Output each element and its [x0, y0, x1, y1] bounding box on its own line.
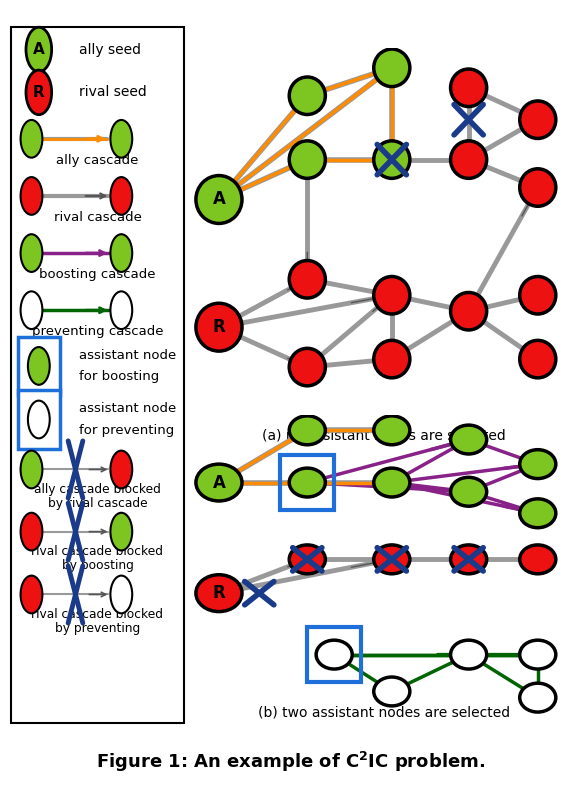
- Text: rival cascade blocked: rival cascade blocked: [31, 545, 164, 558]
- Circle shape: [520, 683, 556, 712]
- Text: R: R: [33, 85, 45, 100]
- Text: A: A: [212, 473, 225, 492]
- Circle shape: [450, 640, 487, 669]
- Ellipse shape: [20, 513, 42, 551]
- Circle shape: [374, 545, 410, 574]
- Text: ally cascade: ally cascade: [56, 154, 139, 167]
- Text: R: R: [212, 584, 225, 602]
- Ellipse shape: [111, 120, 132, 158]
- Circle shape: [374, 276, 410, 314]
- Circle shape: [196, 176, 242, 223]
- Circle shape: [374, 677, 410, 706]
- FancyBboxPatch shape: [18, 337, 59, 395]
- Circle shape: [520, 640, 556, 669]
- Text: preventing cascade: preventing cascade: [32, 325, 163, 338]
- Circle shape: [196, 303, 242, 351]
- Ellipse shape: [20, 235, 42, 272]
- Circle shape: [289, 140, 325, 179]
- Circle shape: [289, 416, 325, 444]
- Circle shape: [374, 416, 410, 444]
- Circle shape: [520, 168, 556, 207]
- Circle shape: [196, 575, 242, 611]
- Ellipse shape: [28, 347, 49, 385]
- Ellipse shape: [26, 70, 52, 115]
- Circle shape: [450, 140, 487, 179]
- Ellipse shape: [28, 401, 49, 438]
- Circle shape: [520, 340, 556, 378]
- Text: A: A: [33, 42, 45, 57]
- Circle shape: [450, 425, 487, 454]
- Circle shape: [289, 545, 325, 574]
- Ellipse shape: [20, 451, 42, 488]
- Text: by rival cascade: by rival cascade: [48, 496, 147, 510]
- Circle shape: [289, 468, 325, 497]
- Text: rival cascade blocked: rival cascade blocked: [31, 608, 164, 621]
- Text: A: A: [212, 191, 225, 208]
- Text: (b) two assistant nodes are selected: (b) two assistant nodes are selected: [258, 705, 510, 719]
- Circle shape: [450, 477, 487, 506]
- Text: assistant node: assistant node: [79, 349, 176, 361]
- Ellipse shape: [20, 575, 42, 614]
- Ellipse shape: [20, 120, 42, 158]
- Ellipse shape: [111, 235, 132, 272]
- Circle shape: [374, 340, 410, 378]
- Text: assistant node: assistant node: [79, 402, 176, 415]
- Text: for preventing: for preventing: [79, 424, 175, 437]
- FancyBboxPatch shape: [18, 390, 59, 448]
- Text: rival cascade: rival cascade: [54, 211, 141, 224]
- Circle shape: [289, 77, 325, 115]
- Ellipse shape: [111, 451, 132, 488]
- Ellipse shape: [20, 177, 42, 215]
- Ellipse shape: [26, 27, 52, 72]
- Circle shape: [374, 140, 410, 179]
- Circle shape: [520, 545, 556, 574]
- Ellipse shape: [111, 513, 132, 551]
- Text: ally seed: ally seed: [79, 42, 141, 57]
- Circle shape: [196, 464, 242, 501]
- Text: boosting cascade: boosting cascade: [39, 268, 156, 281]
- Circle shape: [520, 499, 556, 527]
- Text: rival seed: rival seed: [79, 85, 147, 100]
- Circle shape: [289, 260, 325, 298]
- Circle shape: [450, 545, 487, 574]
- Circle shape: [520, 101, 556, 139]
- Circle shape: [316, 640, 352, 669]
- Text: R: R: [212, 318, 225, 336]
- Ellipse shape: [111, 177, 132, 215]
- Text: (a) no assistant nodes are selected: (a) no assistant nodes are selected: [262, 429, 506, 443]
- Circle shape: [520, 450, 556, 479]
- Text: ally cascade blocked: ally cascade blocked: [34, 483, 161, 496]
- Ellipse shape: [20, 291, 42, 329]
- Circle shape: [374, 49, 410, 87]
- Circle shape: [520, 276, 556, 314]
- Ellipse shape: [111, 291, 132, 329]
- Text: by boosting: by boosting: [62, 559, 133, 571]
- Circle shape: [450, 293, 487, 330]
- Circle shape: [289, 348, 325, 386]
- Ellipse shape: [111, 575, 132, 614]
- Text: for boosting: for boosting: [79, 370, 159, 383]
- Text: Figure 1: An example of $\mathbf{C^2IC}$ problem.: Figure 1: An example of $\mathbf{C^2IC}$…: [97, 750, 485, 774]
- Circle shape: [374, 468, 410, 497]
- Text: by preventing: by preventing: [55, 622, 140, 634]
- Circle shape: [450, 69, 487, 107]
